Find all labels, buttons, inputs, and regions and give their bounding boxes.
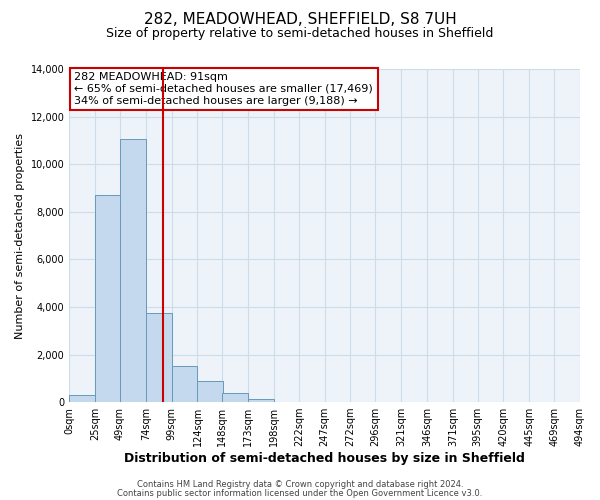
Bar (120, 139, 146, 402)
X-axis label: Distribution of semi-detached houses by size in Sheffield: Distribution of semi-detached houses by … (124, 452, 525, 465)
Bar (95, 195, 121, 402)
Bar (222, 392, 248, 402)
Text: Contains public sector information licensed under the Open Government Licence v3: Contains public sector information licen… (118, 488, 482, 498)
Bar (146, 313, 172, 402)
Bar (69, 395, 95, 402)
Text: 282, MEADOWHEAD, SHEFFIELD, S8 7UH: 282, MEADOWHEAD, SHEFFIELD, S8 7UH (143, 12, 457, 28)
Bar (172, 366, 197, 402)
Y-axis label: Number of semi-detached properties: Number of semi-detached properties (15, 132, 25, 338)
Bar (197, 380, 223, 402)
Text: Size of property relative to semi-detached houses in Sheffield: Size of property relative to semi-detach… (106, 28, 494, 40)
Text: 282 MEADOWHEAD: 91sqm
← 65% of semi-detached houses are smaller (17,469)
34% of : 282 MEADOWHEAD: 91sqm ← 65% of semi-deta… (74, 72, 373, 106)
Text: Contains HM Land Registry data © Crown copyright and database right 2024.: Contains HM Land Registry data © Crown c… (137, 480, 463, 489)
Bar (248, 399, 274, 402)
